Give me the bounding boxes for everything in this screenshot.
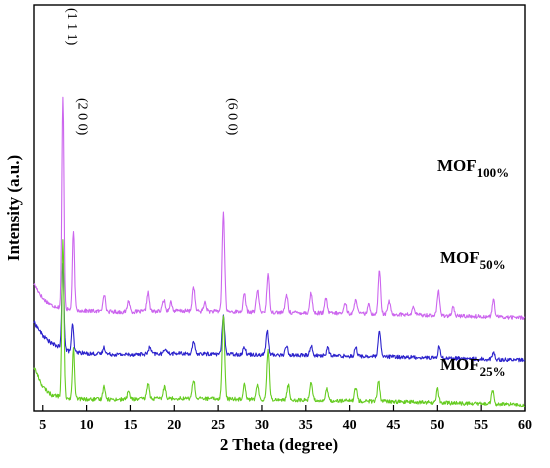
x-tick-label: 55 [474, 418, 488, 433]
series-traces [33, 96, 526, 408]
plot-frame [33, 4, 526, 412]
x-tick-label: 45 [386, 418, 400, 433]
x-tick-label: 35 [299, 418, 313, 433]
x-axis-ticks: 5 10 15 20 25 30 35 40 45 50 55 60 [39, 405, 532, 433]
peak-label: (1 1 1) [64, 8, 79, 46]
series-line-100pct [33, 96, 526, 320]
peak-label: (2 0 0) [75, 98, 90, 136]
x-tick-label: 30 [255, 418, 269, 433]
x-tick-label: 50 [430, 418, 444, 433]
x-tick-label: 40 [343, 418, 357, 433]
y-axis-title: Intensity (a.u.) [4, 155, 23, 261]
series-label: MOF50% [440, 248, 506, 272]
series-label: MOF100% [437, 156, 509, 180]
peak-labels: (1 1 1) (2 0 0) (6 0 0) [64, 8, 239, 136]
series-labels: MOF100% MOF50% MOF25% [437, 156, 509, 379]
x-tick-label: 10 [80, 418, 94, 433]
series-label: MOF25% [440, 355, 506, 379]
x-tick-label: 15 [123, 418, 137, 433]
peak-label: (6 0 0) [224, 98, 239, 136]
x-tick-label: 5 [39, 418, 46, 433]
x-axis-title: 2 Theta (degree) [220, 435, 338, 454]
x-tick-label: 25 [211, 418, 225, 433]
series-line-50pct [33, 263, 526, 363]
x-tick-label: 20 [167, 418, 181, 433]
series-line-25pct [33, 239, 526, 408]
x-tick-label: 60 [518, 418, 532, 433]
